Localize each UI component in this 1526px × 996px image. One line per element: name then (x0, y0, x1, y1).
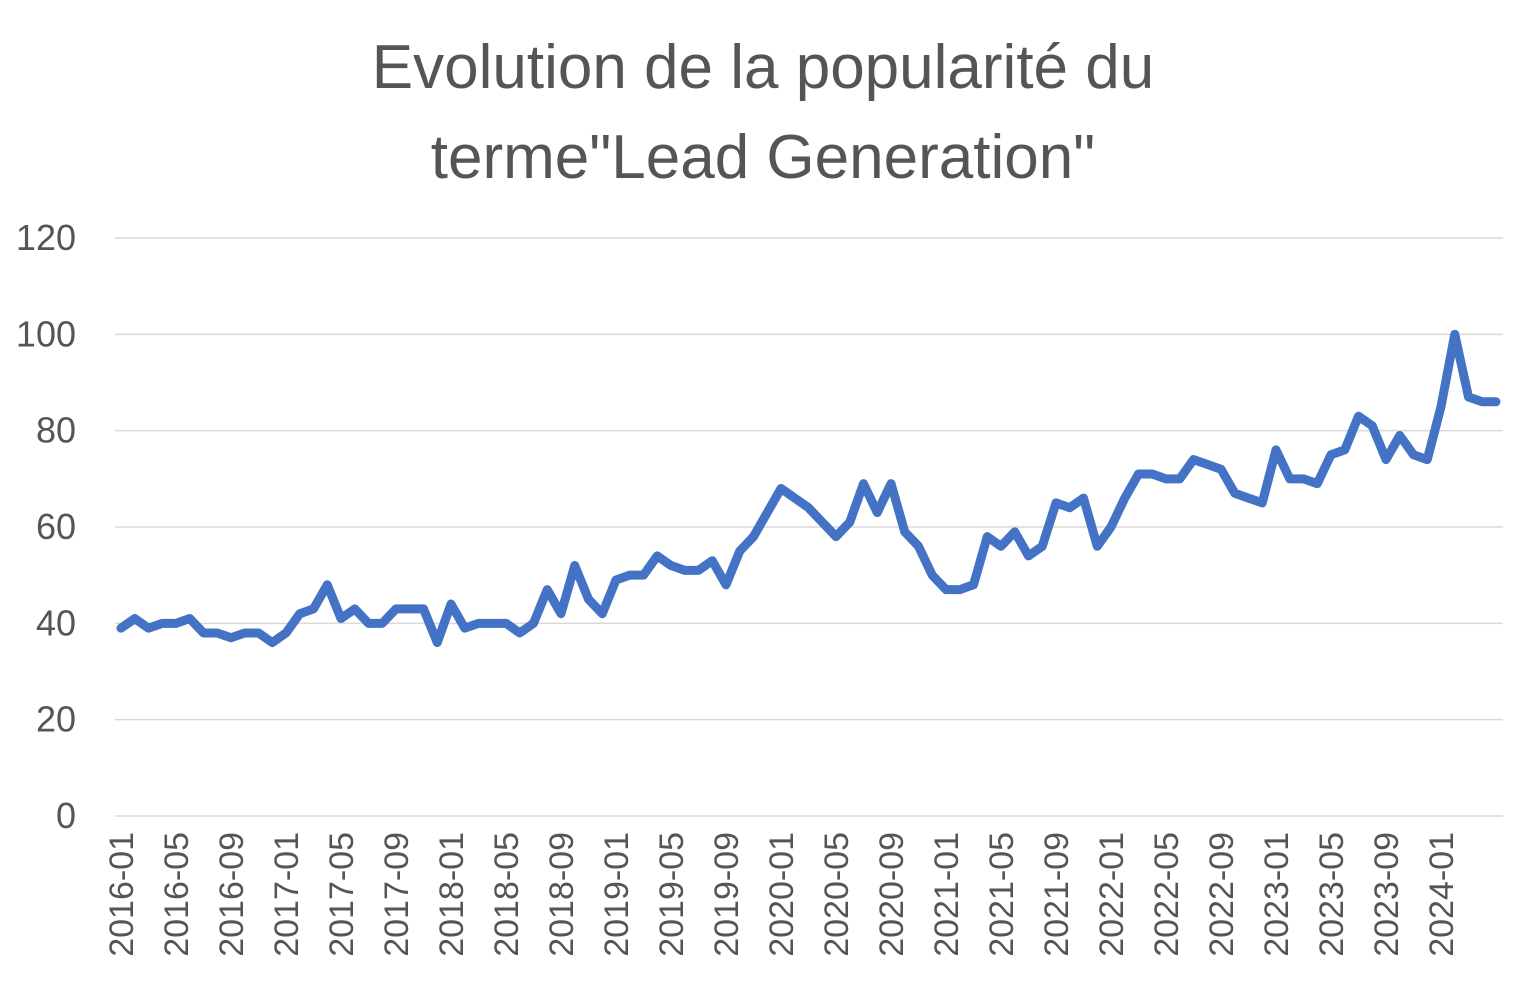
y-tick-label: 100 (16, 313, 76, 354)
x-axis: 2016-01 2016-05 2016-09 2017-01 2017-05 2017-… (103, 832, 1461, 957)
x-tick-label: 2019-01 (598, 832, 636, 957)
x-tick-label: 2022-01 (1093, 832, 1131, 957)
x-tick-label: 2020-01 (763, 832, 801, 957)
x-tick-label: 2023-01 (1258, 832, 1296, 957)
y-tick-label: 60 (36, 506, 76, 547)
y-tick-label: 120 (16, 217, 76, 258)
x-tick-label: 2023-09 (1368, 832, 1406, 957)
x-tick-label: 2017-05 (323, 832, 361, 957)
x-tick-label: 2017-09 (378, 832, 416, 957)
x-tick-label: 2020-09 (873, 832, 911, 957)
plot-area (116, 329, 1501, 648)
series-line-0 (116, 329, 1501, 648)
y-axis: 0 20 40 60 80 100 120 (16, 217, 76, 836)
x-tick-label: 2016-09 (213, 832, 251, 957)
x-tick-label: 2022-05 (1148, 832, 1186, 957)
x-tick-label: 2019-05 (653, 832, 691, 957)
chart-title-line-1: Evolution de la popularité du (372, 33, 1154, 102)
x-tick-label: 2021-01 (928, 832, 966, 957)
x-tick-label: 2021-05 (983, 832, 1021, 957)
x-tick-label: 2017-01 (268, 832, 306, 957)
x-tick-label: 2021-09 (1038, 832, 1076, 957)
y-tick-label: 80 (36, 410, 76, 451)
gridlines (115, 237, 1503, 817)
x-tick-label: 2019-09 (708, 832, 746, 957)
x-tick-label: 2018-01 (433, 832, 471, 957)
x-tick-label: 2016-05 (158, 832, 196, 957)
x-tick-label: 2016-01 (103, 832, 141, 957)
x-tick-label: 2024-01 (1423, 832, 1461, 957)
x-tick-label: 2018-09 (543, 832, 581, 957)
x-tick-label: 2022-09 (1203, 832, 1241, 957)
chart-title: Evolution de la popularité du terme"Lead… (372, 33, 1154, 192)
x-tick-label: 2023-05 (1313, 832, 1351, 957)
y-tick-label: 0 (56, 795, 76, 836)
y-tick-label: 40 (36, 602, 76, 643)
chart-title-line-2: terme"Lead Generation" (431, 123, 1095, 192)
x-tick-label: 2020-05 (818, 832, 856, 957)
x-tick-label: 2018-05 (488, 832, 526, 957)
y-tick-label: 20 (36, 699, 76, 740)
